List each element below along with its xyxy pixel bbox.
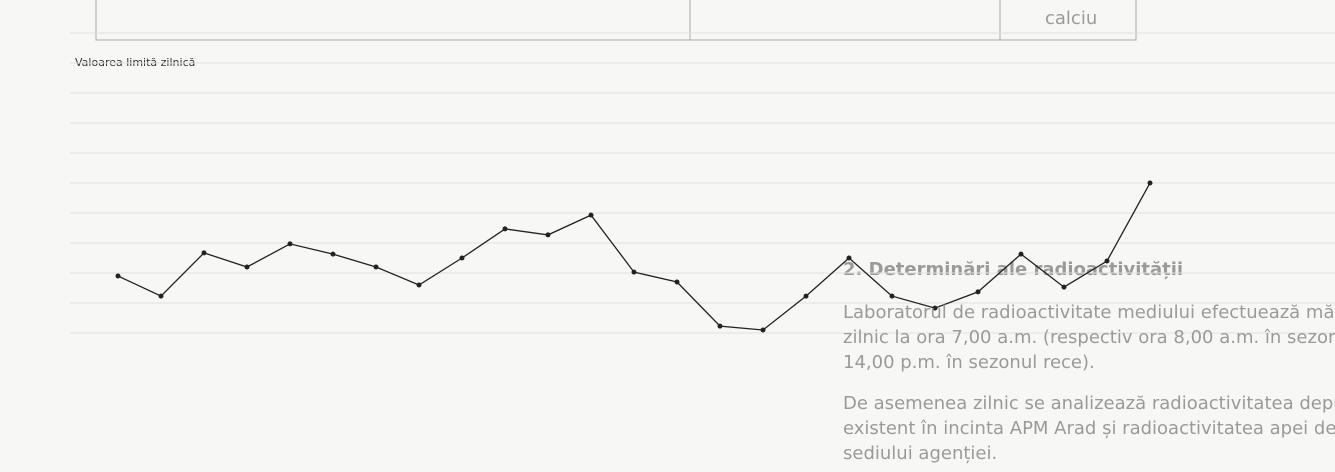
data-point <box>373 264 379 270</box>
data-point <box>330 251 336 257</box>
data-point <box>502 226 508 232</box>
paragraph-line: Laboratorul de radioactivitate mediului … <box>843 302 1335 323</box>
paragraph-line: zilnic la ora 7,00 a.m. (respectiv ora 8… <box>843 327 1335 348</box>
data-point <box>459 255 465 261</box>
data-point <box>889 293 895 299</box>
section-heading: 2. Determinări ale radioactivității <box>843 259 1183 280</box>
table-cell: calciu <box>1045 8 1097 29</box>
data-point <box>201 250 207 256</box>
table-border <box>95 0 1137 41</box>
data-point <box>1147 180 1153 186</box>
paragraph-line: De asemenea zilnic se analizează radioac… <box>843 393 1335 414</box>
data-point <box>803 293 809 299</box>
data-point <box>932 305 938 311</box>
data-point <box>846 255 852 261</box>
data-point <box>287 241 293 247</box>
data-point <box>1061 284 1067 290</box>
data-point <box>1104 258 1110 264</box>
paragraph-line: existent în incinta APM Arad și radioact… <box>843 418 1335 439</box>
data-point <box>1018 251 1024 257</box>
paragraph-line: 14,00 p.m. în sezonul rece). <box>843 352 1095 373</box>
data-point <box>674 279 680 285</box>
data-point <box>115 273 121 279</box>
data-point <box>416 282 422 288</box>
data-point <box>760 327 766 333</box>
data-point <box>975 289 981 295</box>
paragraph-line: sediului agenției. <box>843 443 997 464</box>
data-point <box>158 293 164 299</box>
data-point <box>588 212 594 218</box>
data-point <box>545 232 551 238</box>
data-point <box>631 269 637 275</box>
data-point <box>717 323 723 329</box>
data-point <box>244 264 250 270</box>
